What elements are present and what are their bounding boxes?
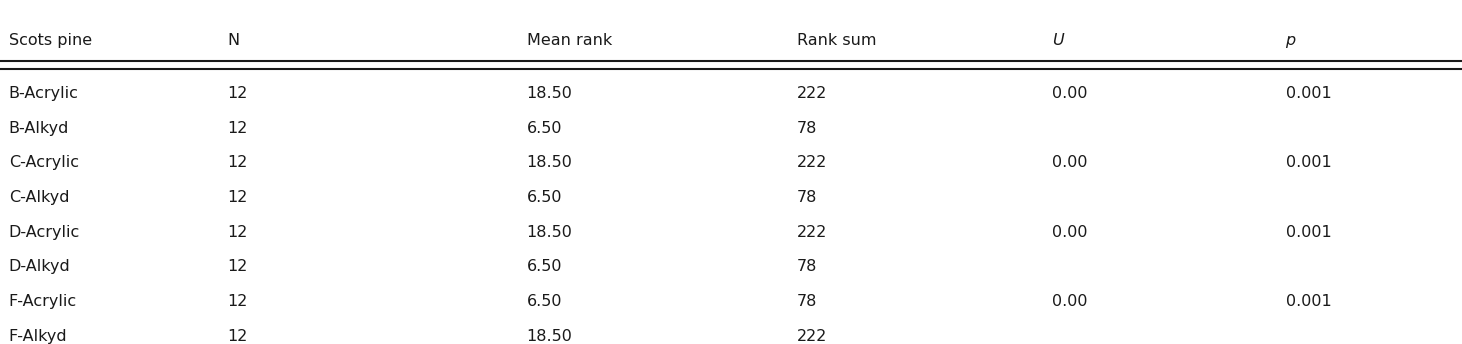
Text: 222: 222 — [797, 329, 827, 344]
Text: p: p — [1285, 33, 1295, 49]
Text: 6.50: 6.50 — [526, 190, 563, 205]
Text: 0.00: 0.00 — [1053, 155, 1088, 171]
Text: 6.50: 6.50 — [526, 294, 563, 309]
Text: U: U — [1053, 33, 1064, 49]
Text: B-Alkyd: B-Alkyd — [9, 121, 69, 136]
Text: 12: 12 — [228, 329, 249, 344]
Text: Rank sum: Rank sum — [797, 33, 876, 49]
Text: 0.001: 0.001 — [1285, 225, 1332, 240]
Text: 78: 78 — [797, 259, 817, 274]
Text: 6.50: 6.50 — [526, 259, 563, 274]
Text: 222: 222 — [797, 86, 827, 101]
Text: 12: 12 — [228, 121, 249, 136]
Text: 0.00: 0.00 — [1053, 294, 1088, 309]
Text: 0.00: 0.00 — [1053, 86, 1088, 101]
Text: Scots pine: Scots pine — [9, 33, 92, 49]
Text: F-Alkyd: F-Alkyd — [9, 329, 67, 344]
Text: B-Acrylic: B-Acrylic — [9, 86, 79, 101]
Text: D-Alkyd: D-Alkyd — [9, 259, 70, 274]
Text: 222: 222 — [797, 225, 827, 240]
Text: 0.001: 0.001 — [1285, 294, 1332, 309]
Text: Mean rank: Mean rank — [526, 33, 613, 49]
Text: 0.001: 0.001 — [1285, 86, 1332, 101]
Text: 12: 12 — [228, 86, 249, 101]
Text: 18.50: 18.50 — [526, 225, 573, 240]
Text: 12: 12 — [228, 294, 249, 309]
Text: 18.50: 18.50 — [526, 86, 573, 101]
Text: 78: 78 — [797, 294, 817, 309]
Text: 12: 12 — [228, 155, 249, 171]
Text: 12: 12 — [228, 259, 249, 274]
Text: 12: 12 — [228, 225, 249, 240]
Text: 222: 222 — [797, 155, 827, 171]
Text: D-Acrylic: D-Acrylic — [9, 225, 80, 240]
Text: 12: 12 — [228, 190, 249, 205]
Text: C-Alkyd: C-Alkyd — [9, 190, 69, 205]
Text: C-Acrylic: C-Acrylic — [9, 155, 79, 171]
Text: 78: 78 — [797, 121, 817, 136]
Text: 0.00: 0.00 — [1053, 225, 1088, 240]
Text: 78: 78 — [797, 190, 817, 205]
Text: 6.50: 6.50 — [526, 121, 563, 136]
Text: F-Acrylic: F-Acrylic — [9, 294, 77, 309]
Text: 18.50: 18.50 — [526, 155, 573, 171]
Text: 0.001: 0.001 — [1285, 155, 1332, 171]
Text: N: N — [228, 33, 240, 49]
Text: 18.50: 18.50 — [526, 329, 573, 344]
